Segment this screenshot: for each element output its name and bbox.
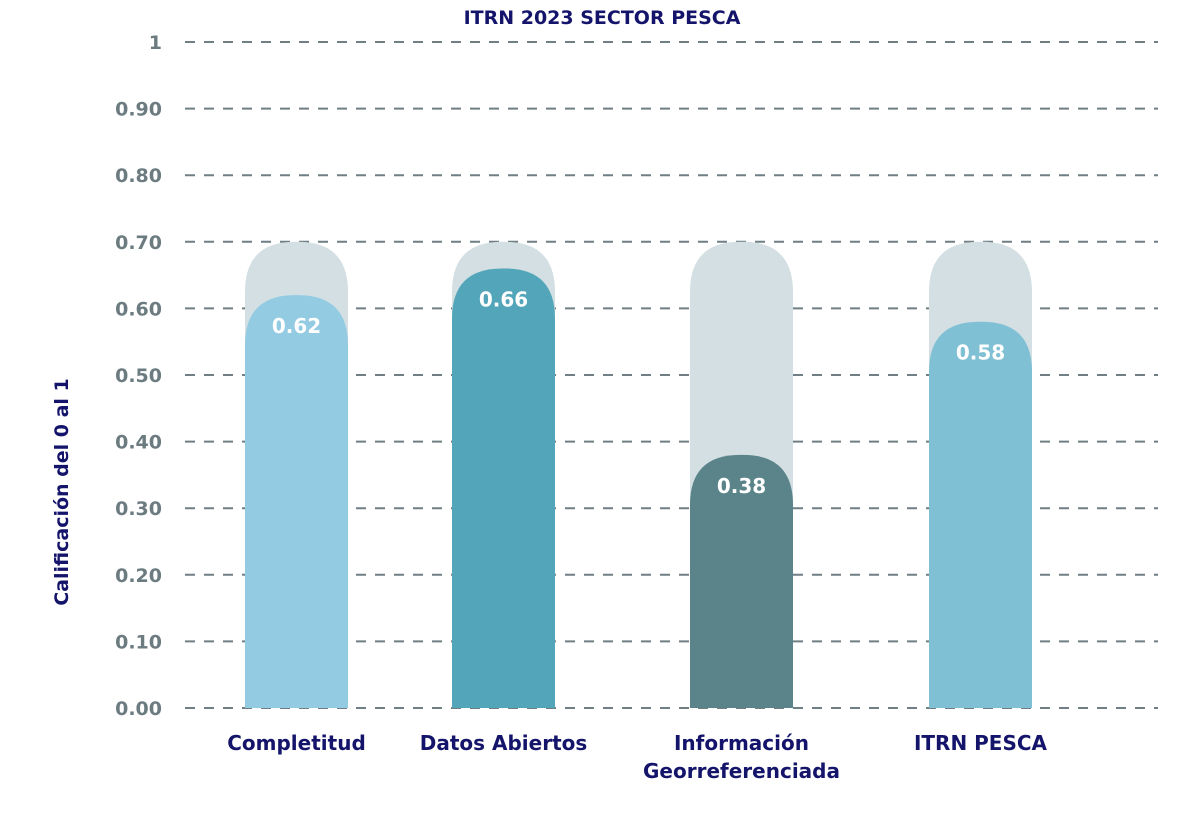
y-tick-label: 0.50	[115, 365, 162, 387]
bar	[690, 454, 793, 708]
y-tick-label: 0.70	[115, 232, 162, 254]
bar	[929, 321, 1032, 708]
x-tick-label: ITRN PESCA	[914, 731, 1048, 755]
x-tick-label: Georreferenciada	[643, 759, 840, 783]
y-tick-label: 0.10	[115, 631, 162, 653]
bar	[452, 268, 555, 708]
y-tick-label: 0.30	[115, 498, 162, 520]
y-tick-label: 0.40	[115, 432, 162, 454]
data-label: 0.58	[956, 341, 1005, 365]
y-tick-label: 0.80	[115, 165, 162, 187]
y-tick-label: 0.90	[115, 99, 162, 121]
y-axis-label: Calificación del 0 al 1	[51, 378, 73, 606]
chart-title: ITRN 2023 SECTOR PESCA	[464, 7, 741, 29]
y-tick-label: 0.00	[115, 698, 162, 720]
bar	[245, 295, 348, 708]
x-tick-label: Información	[674, 731, 809, 755]
data-label: 0.38	[717, 474, 766, 498]
y-tick-label: 0.20	[115, 565, 162, 587]
y-tick-label: 0.60	[115, 298, 162, 320]
x-tick-label: Completitud	[227, 731, 366, 755]
y-tick-label: 1	[149, 32, 162, 54]
data-label: 0.62	[272, 314, 321, 338]
x-tick-label: Datos Abiertos	[420, 731, 588, 755]
data-label: 0.66	[479, 287, 528, 311]
